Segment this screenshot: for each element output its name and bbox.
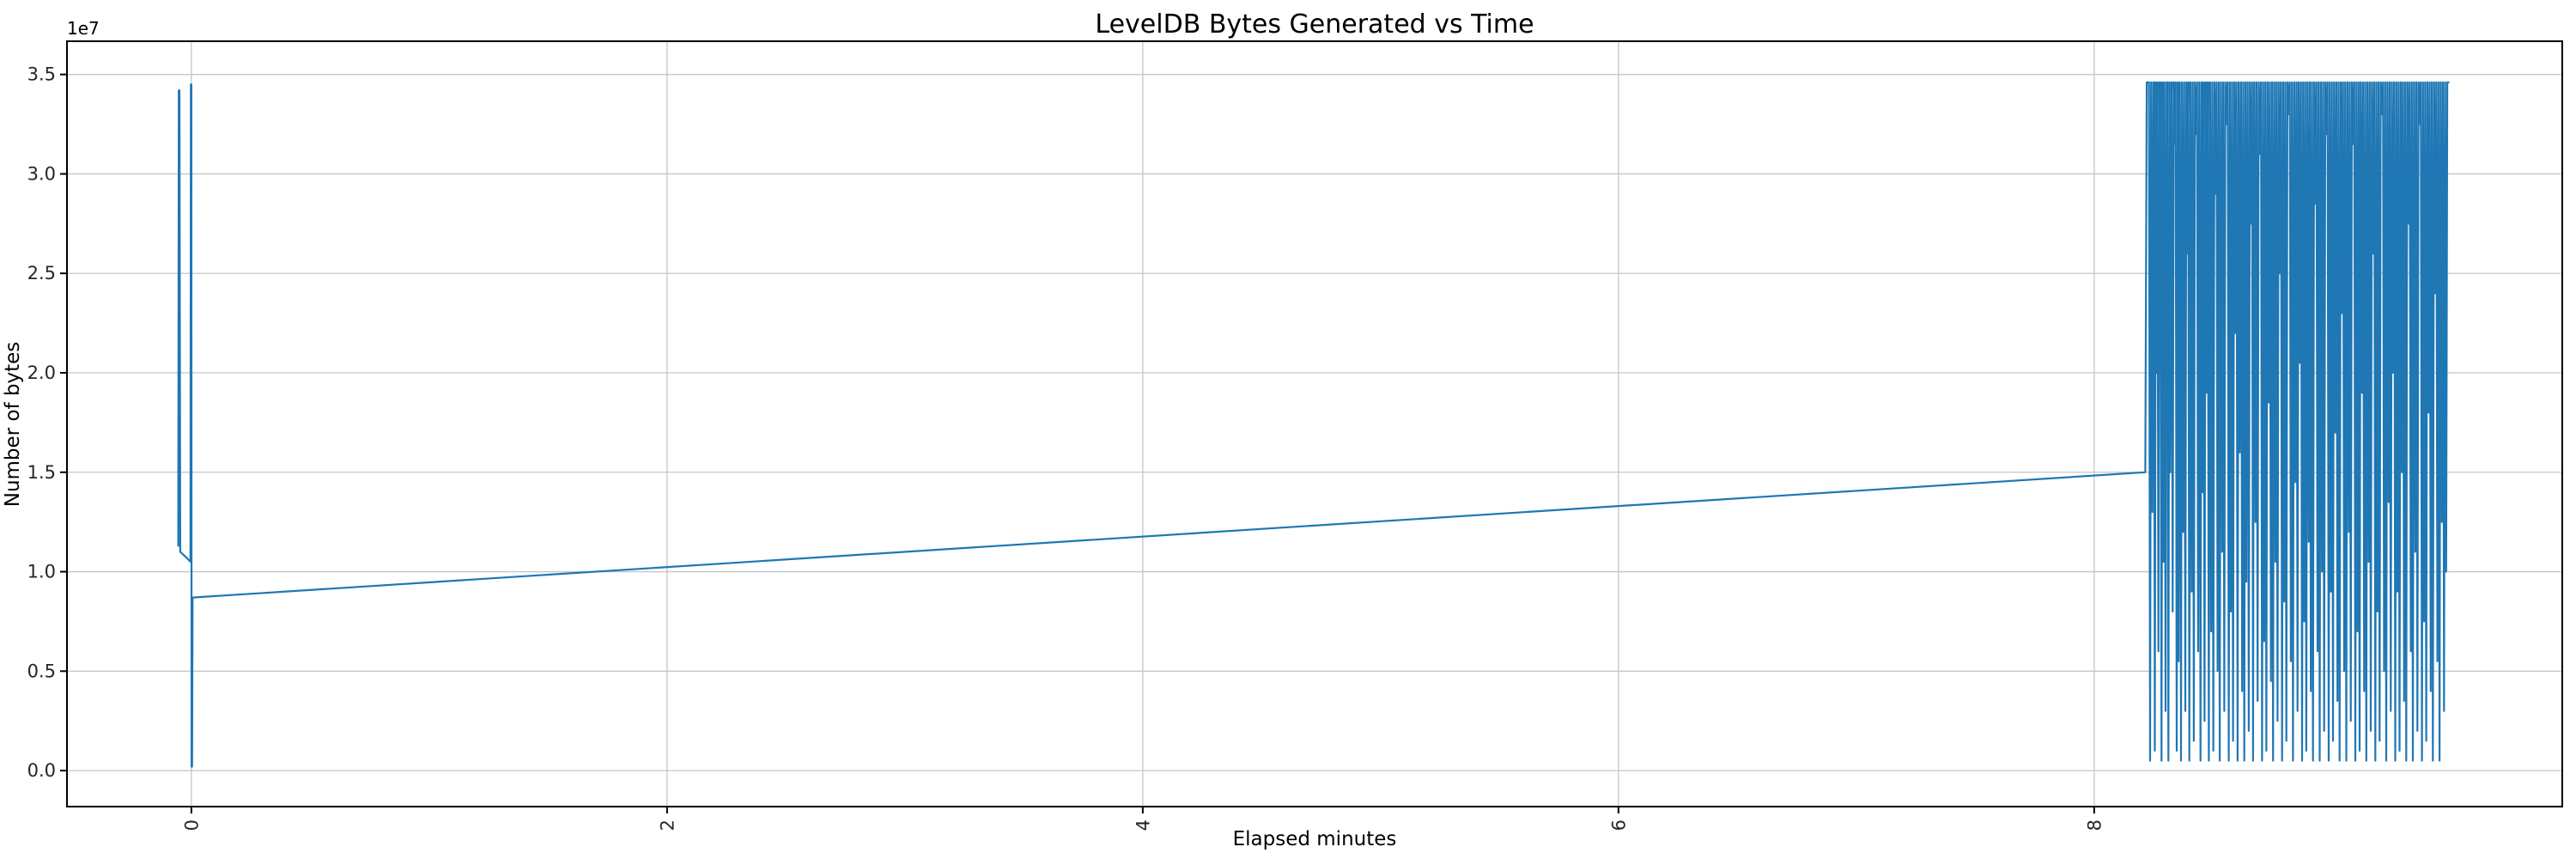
x-tick-label: 4 xyxy=(1133,819,1153,831)
y-axis-offset-text: 1e7 xyxy=(67,18,100,39)
x-axis-label: Elapsed minutes xyxy=(1233,828,1397,850)
y-axis-label: Number of bytes xyxy=(2,342,24,508)
y-tick-label: 1.0 xyxy=(27,562,56,582)
x-tick-labels: 0 2 4 6 8 xyxy=(181,819,2105,831)
plot-border xyxy=(66,40,2563,807)
x-tick-label: 8 xyxy=(2084,819,2105,831)
x-tick-label: 2 xyxy=(657,819,677,831)
y-tick-label: 2.0 xyxy=(27,362,56,383)
data-line-bytes-generated xyxy=(177,81,2450,768)
y-tick-label: 0.0 xyxy=(27,760,56,781)
x-tick-label: 6 xyxy=(1608,819,1629,831)
chart-title: LevelDB Bytes Generated vs Time xyxy=(1095,9,1534,40)
x-tick-label: 0 xyxy=(181,819,202,831)
y-tick-label: 0.5 xyxy=(27,661,56,681)
y-tick-label: 3.5 xyxy=(27,64,56,85)
y-tick-label: 2.5 xyxy=(27,263,56,283)
axis-tick-marks xyxy=(60,73,2095,813)
y-tick-label: 3.0 xyxy=(27,163,56,184)
y-tick-labels: 0.0 0.5 1.0 1.5 2.0 2.5 3.0 3.5 xyxy=(27,64,56,781)
y-tick-label: 1.5 xyxy=(27,462,56,483)
